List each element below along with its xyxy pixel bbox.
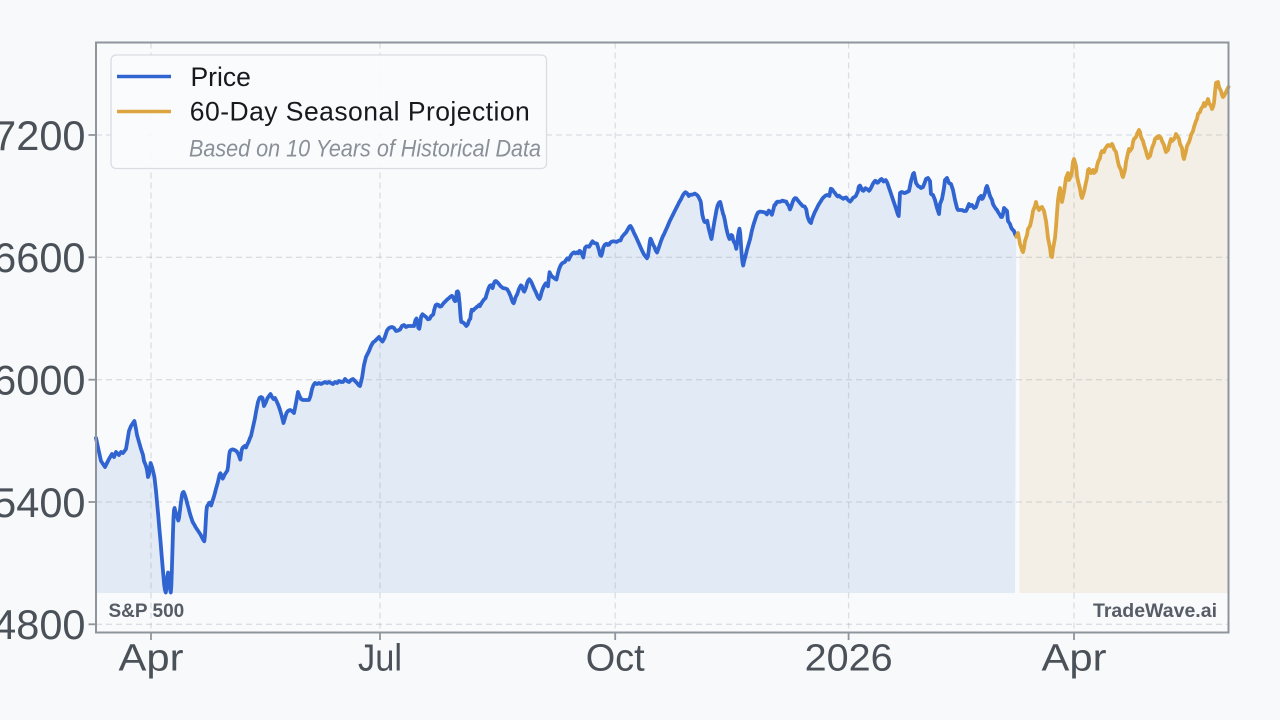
svg-text:S&P 500: S&P 500: [109, 601, 185, 622]
svg-text:7200: 7200: [0, 112, 86, 159]
svg-text:TradeWave.ai: TradeWave.ai: [1093, 601, 1217, 622]
svg-text:60-Day Seasonal Projection: 60-Day Seasonal Projection: [190, 97, 530, 127]
svg-text:6600: 6600: [0, 234, 86, 281]
svg-text:Based on 10 Years of Historica: Based on 10 Years of Historical Data: [189, 136, 541, 163]
svg-text:4800: 4800: [0, 601, 86, 648]
svg-text:Oct: Oct: [586, 638, 645, 680]
svg-text:Jul: Jul: [358, 638, 402, 680]
svg-text:5400: 5400: [0, 479, 86, 526]
svg-text:Price: Price: [191, 62, 251, 92]
svg-text:Apr: Apr: [1042, 638, 1107, 680]
svg-text:6000: 6000: [0, 357, 86, 404]
svg-text:2026: 2026: [805, 638, 893, 680]
svg-text:Apr: Apr: [119, 638, 184, 680]
